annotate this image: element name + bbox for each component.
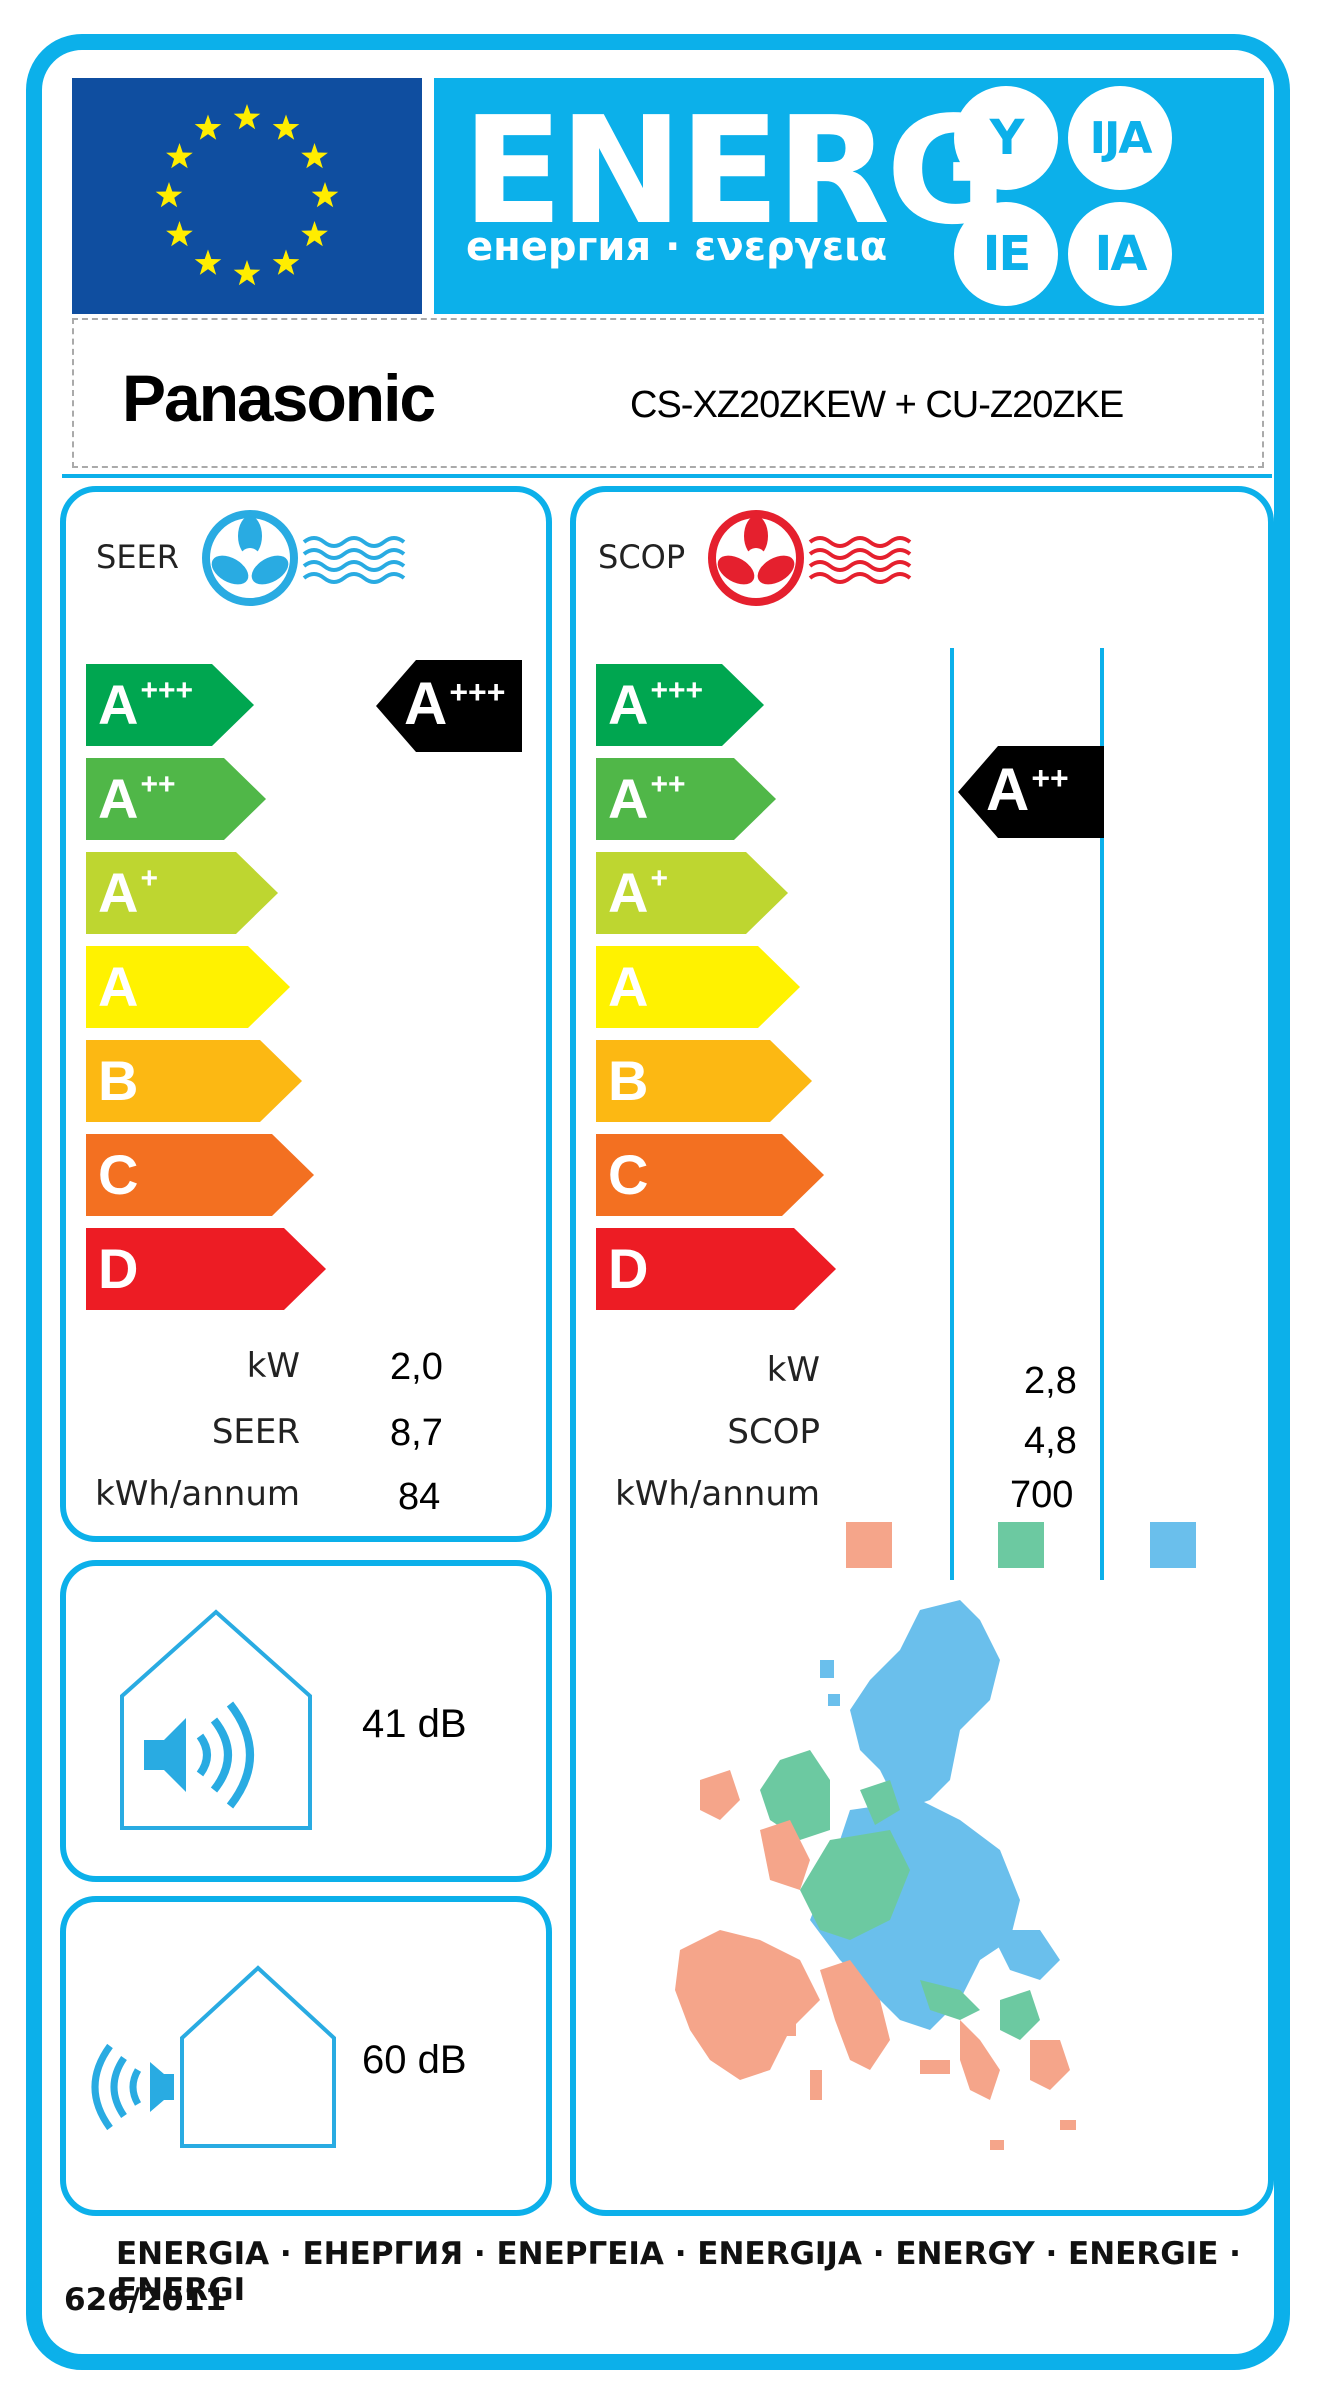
cooling-class-bar: A+++ bbox=[86, 664, 254, 746]
eu-star-icon bbox=[311, 182, 339, 208]
suffix-badge: IE bbox=[954, 202, 1058, 306]
cooling-fan-icon bbox=[200, 508, 420, 612]
cooling-class-label: A+++ bbox=[98, 673, 194, 736]
heating-kw-label: kW bbox=[766, 1350, 820, 1390]
zone-warmer-swatch bbox=[846, 1522, 892, 1568]
cooling-class-bar: A+ bbox=[86, 852, 278, 934]
cooling-kw-value: 2,0 bbox=[390, 1346, 443, 1388]
heating-class-bar: B bbox=[596, 1040, 812, 1122]
indoor-noise-value: 41 dB bbox=[362, 1702, 467, 1746]
heating-class-bar: A+ bbox=[596, 852, 788, 934]
zone-divider bbox=[1100, 648, 1104, 1580]
cooling-panel bbox=[60, 486, 552, 1542]
heating-rating-label: A++ bbox=[986, 756, 1069, 823]
cooling-seer-value: 8,7 bbox=[390, 1412, 443, 1454]
eu-star-icon bbox=[233, 104, 261, 130]
scop-heading: SCOP bbox=[598, 538, 686, 576]
brand-name: Panasonic bbox=[122, 361, 436, 435]
heating-class-bar: A+++ bbox=[596, 664, 764, 746]
heating-rating-arrow: A++ bbox=[958, 746, 1104, 838]
supplier-box bbox=[72, 318, 1264, 468]
cooling-class-bar: C bbox=[86, 1134, 314, 1216]
zone-colder-swatch bbox=[1150, 1522, 1196, 1568]
outdoor-noise-panel bbox=[60, 1896, 552, 2216]
heating-annual-label: kWh/annum bbox=[615, 1474, 820, 1514]
cooling-class-label: A++ bbox=[98, 767, 176, 830]
cooling-annual-label: kWh/annum bbox=[95, 1474, 300, 1514]
cooling-seer-label: SEER bbox=[211, 1412, 300, 1452]
eu-star-icon bbox=[301, 221, 328, 247]
eu-star-icon bbox=[194, 249, 222, 275]
heating-panel bbox=[570, 486, 1274, 2216]
heating-annual-value: 700 bbox=[1010, 1474, 1074, 1516]
indoor-noise-panel bbox=[60, 1560, 552, 1882]
eu-star-icon bbox=[272, 114, 300, 140]
suffix-badge: Y bbox=[954, 86, 1058, 190]
cooling-annual-value: 84 bbox=[398, 1476, 441, 1518]
heating-class-label: B bbox=[608, 1049, 649, 1112]
heating-class-bar: A++ bbox=[596, 758, 776, 840]
eu-star-icon bbox=[166, 143, 193, 169]
heating-class-bar: D bbox=[596, 1228, 836, 1310]
heating-class-bar: C bbox=[596, 1134, 824, 1216]
cooling-class-bar: D bbox=[86, 1228, 326, 1310]
seer-heading: SEER bbox=[96, 538, 179, 576]
zone-divider bbox=[950, 648, 954, 1580]
heating-kw-value: 2,8 bbox=[1024, 1360, 1077, 1402]
cooling-class-label: C bbox=[98, 1143, 139, 1206]
cooling-rating-arrow: A+++ bbox=[376, 660, 522, 752]
heating-scop-label: SCOP bbox=[727, 1412, 820, 1452]
cooling-class-bar: A++ bbox=[86, 758, 266, 840]
cooling-class-label: D bbox=[98, 1237, 139, 1300]
model-identifier: CS-XZ20ZKEW + CU-Z20ZKE bbox=[630, 384, 1124, 426]
indoor-house-speaker-icon bbox=[116, 1606, 316, 1838]
zone-average-swatch bbox=[998, 1522, 1044, 1568]
heating-class-label: A bbox=[608, 955, 649, 1018]
cooling-kw-label: kW bbox=[246, 1346, 300, 1386]
divider bbox=[62, 474, 1272, 478]
heating-class-label: A++ bbox=[608, 767, 686, 830]
suffix-badge: IA bbox=[1068, 202, 1172, 306]
cooling-class-bar: B bbox=[86, 1040, 302, 1122]
eu-star-icon bbox=[301, 143, 328, 169]
eu-star-icon bbox=[166, 221, 193, 247]
cooling-rating-label: A+++ bbox=[404, 670, 506, 737]
eu-star-icon bbox=[155, 182, 183, 208]
energy-subtitle: енергия · ενεργεια bbox=[466, 224, 888, 270]
eu-stars-icon bbox=[155, 104, 339, 286]
cooling-class-label: B bbox=[98, 1049, 139, 1112]
heating-class-label: A+ bbox=[608, 861, 668, 924]
eu-flag bbox=[72, 78, 422, 314]
eu-star-icon bbox=[233, 260, 261, 286]
outdoor-noise-value: 60 dB bbox=[362, 2038, 467, 2082]
outdoor-speaker-house-icon bbox=[88, 1962, 338, 2156]
eu-star-icon bbox=[194, 114, 222, 140]
cooling-class-label: A bbox=[98, 955, 139, 1018]
europe-climate-map bbox=[660, 1600, 1200, 2204]
heating-scop-value: 4,8 bbox=[1024, 1420, 1077, 1462]
regulation-number: 626/2011 bbox=[64, 2282, 227, 2318]
heating-class-bar: A bbox=[596, 946, 800, 1028]
eu-star-icon bbox=[272, 249, 300, 275]
suffix-badge: IJA bbox=[1068, 86, 1172, 190]
heating-fan-icon bbox=[706, 508, 926, 612]
footer-languages: ENERGIA · ЕНЕРГИЯ · ΕΝΕΡΓΕΙΑ · ENERGIJA … bbox=[116, 2236, 1241, 2308]
cooling-class-bar: A bbox=[86, 946, 290, 1028]
heating-class-label: A+++ bbox=[608, 673, 704, 736]
cooling-class-label: A+ bbox=[98, 861, 158, 924]
heating-class-label: C bbox=[608, 1143, 649, 1206]
energy-title: ENERG bbox=[462, 85, 1008, 257]
label-frame bbox=[26, 34, 1290, 2370]
heating-class-label: D bbox=[608, 1237, 649, 1300]
